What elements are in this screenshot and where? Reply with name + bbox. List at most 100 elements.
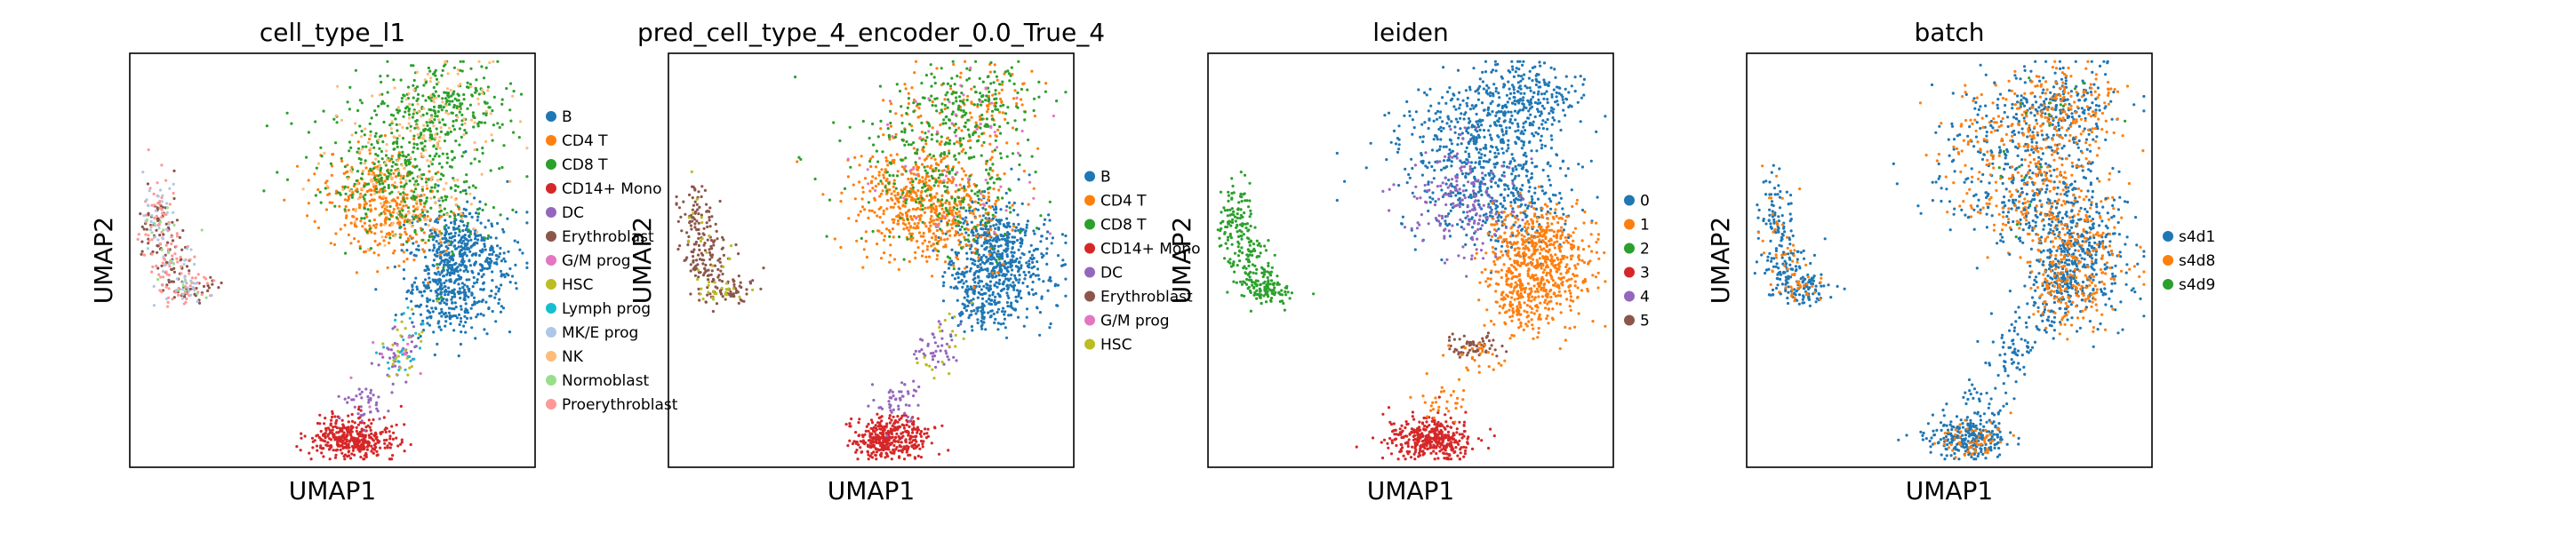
scatter-point <box>998 131 1003 135</box>
scatter-point <box>404 353 408 356</box>
scatter-point <box>489 235 492 239</box>
scatter-point <box>460 275 463 279</box>
scatter-point <box>987 75 990 78</box>
scatter-point <box>986 159 989 163</box>
scatter-point <box>472 125 476 129</box>
scatter-point <box>882 209 885 212</box>
scatter-point <box>941 284 945 288</box>
scatter-point <box>450 290 454 295</box>
scatter-point <box>324 443 328 447</box>
scatter-point <box>964 151 967 155</box>
scatter-point <box>980 324 983 329</box>
scatter-point <box>158 234 162 237</box>
scatter-point <box>888 235 892 238</box>
scatter-point <box>486 236 490 241</box>
scatter-point <box>999 104 1003 107</box>
scatter-point <box>925 259 929 263</box>
scatter-point <box>353 421 356 425</box>
scatter-point <box>973 125 977 129</box>
scatter-point <box>953 83 956 86</box>
scatter-point <box>161 261 164 265</box>
scatter-point <box>405 258 409 261</box>
scatter-point <box>448 256 452 259</box>
scatter-point <box>409 124 412 128</box>
scatter-point <box>1010 301 1013 305</box>
scatter-point <box>948 234 952 237</box>
scatter-point <box>1005 283 1009 287</box>
scatter-point <box>422 283 426 287</box>
scatter-point <box>960 200 964 203</box>
scatter-point <box>944 93 948 97</box>
scatter-point <box>1055 304 1059 307</box>
scatter-point <box>908 453 912 457</box>
scatter-point <box>415 202 419 205</box>
scatter-point <box>459 83 462 86</box>
scatter-point <box>450 298 453 301</box>
scatter-point <box>1020 98 1023 101</box>
scatter-point <box>404 193 407 196</box>
scatter-point <box>915 194 918 197</box>
scatter-point <box>423 218 427 222</box>
scatter-point <box>176 260 180 264</box>
scatter-point <box>172 270 176 274</box>
scatter-point <box>916 197 920 201</box>
scatter-point <box>494 236 498 240</box>
scatter-point <box>992 237 996 241</box>
scatter-point <box>940 173 944 177</box>
scatter-point <box>398 123 402 126</box>
scatter-point <box>398 235 402 239</box>
scatter-point <box>484 113 488 117</box>
scatter-point <box>434 306 437 311</box>
scatter-point <box>994 105 997 108</box>
scatter-point <box>933 82 937 85</box>
scatter-point <box>468 186 471 189</box>
scatter-point <box>988 134 992 138</box>
scatter-point <box>977 290 980 294</box>
scatter-point <box>392 251 396 255</box>
scatter-point <box>368 152 372 155</box>
scatter-point <box>887 135 892 139</box>
scatter-point <box>966 185 970 188</box>
scatter-point <box>921 176 924 179</box>
scatter-point <box>963 113 967 116</box>
scatter-point <box>1012 288 1016 291</box>
scatter-point <box>374 131 378 135</box>
scatter-point <box>444 111 448 115</box>
scatter-point <box>1013 274 1017 277</box>
scatter-point <box>402 277 406 281</box>
scatter-point <box>160 248 164 251</box>
scatter-point <box>388 367 391 370</box>
scatter-point <box>203 275 206 279</box>
scatter-point <box>1012 82 1016 86</box>
scatter-point <box>1043 223 1046 227</box>
scatter-point <box>965 223 969 227</box>
scatter-point <box>961 285 964 289</box>
scatter-point <box>407 116 412 120</box>
scatter-point <box>476 208 480 211</box>
scatter-point <box>436 220 440 224</box>
scatter-point <box>468 232 473 235</box>
scatter-point <box>1020 251 1024 255</box>
scatter-point <box>1026 284 1029 289</box>
scatter-point <box>449 322 452 325</box>
scatter-point <box>443 123 446 126</box>
scatter-point <box>925 248 929 251</box>
scatter-point <box>443 241 446 244</box>
scatter-point <box>380 102 383 106</box>
scatter-point <box>413 215 418 219</box>
scatter-point <box>447 102 452 107</box>
scatter-point <box>937 250 940 253</box>
scatter-point <box>370 172 373 176</box>
scatter-point <box>892 161 896 164</box>
scatter-point <box>424 81 428 84</box>
scatter-point <box>186 286 189 290</box>
scatter-point <box>463 314 467 318</box>
scatter-point <box>153 235 157 239</box>
scatter-point <box>407 91 411 95</box>
scatter-point <box>883 176 886 179</box>
scatter-point <box>380 352 384 356</box>
scatter-point <box>420 147 424 150</box>
scatter-point <box>331 428 334 432</box>
scatter-point <box>927 229 931 234</box>
scatter-point <box>1034 247 1038 251</box>
